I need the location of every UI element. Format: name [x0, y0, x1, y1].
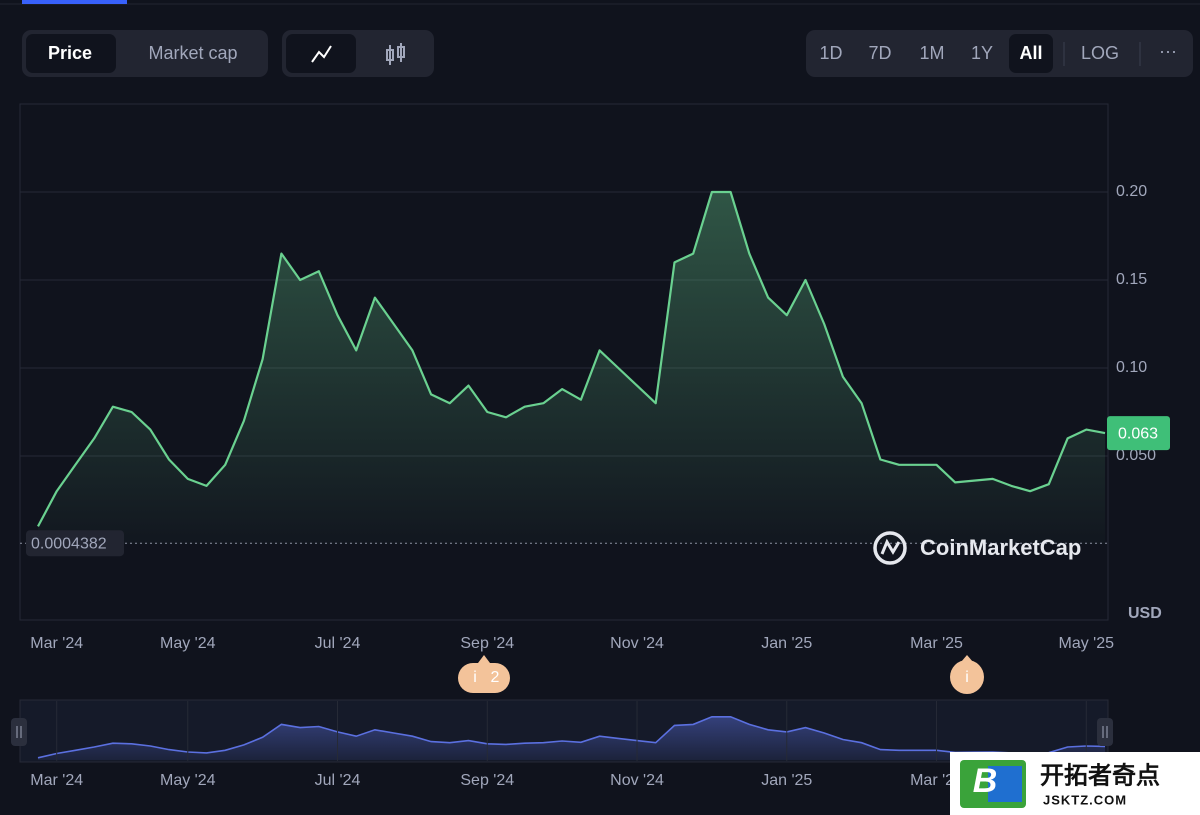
- navigator-x-label: Mar '24: [30, 772, 83, 789]
- more-button[interactable]: ···: [1159, 41, 1177, 61]
- y-tick-label: 0.15: [1116, 271, 1147, 288]
- plot: 0.050 0.10 0.15 0.20 Mar '24 May '24 Jul '24 Se…: [20, 183, 1170, 652]
- price-area: [38, 192, 1105, 544]
- event-icon: i: [473, 669, 477, 686]
- range-button[interactable]: All: [1019, 43, 1042, 63]
- logo-box-inner: [988, 766, 1022, 802]
- watermark-text: CoinMarketCap: [920, 535, 1081, 560]
- event-pointer: [961, 655, 973, 662]
- price-line: [37, 190, 1106, 527]
- tab[interactable]: Price: [48, 43, 92, 63]
- y-tick-label: 0.050: [1116, 447, 1156, 464]
- plot-frame: [19, 103, 1109, 621]
- currency: USD: [1128, 605, 1162, 622]
- range-selected[interactable]: [1009, 34, 1053, 73]
- x-tick-label: Mar '24: [30, 635, 83, 652]
- event-icon: i: [965, 669, 969, 686]
- x-tick-label: Mar '25: [910, 635, 963, 652]
- event-pointer: [478, 655, 490, 663]
- footer-logo: B 开拓者奇点 JSKTZ.COM: [950, 752, 1200, 815]
- current-price-label: 0.063: [1118, 425, 1158, 442]
- navigator-x-label: Mar '25: [910, 772, 963, 789]
- navigator-x-label: May '24: [160, 772, 216, 789]
- tab[interactable]: Market cap: [148, 43, 237, 63]
- range-button[interactable]: 1M: [919, 43, 944, 63]
- current-price-tag: [1107, 416, 1170, 451]
- logo-letter: B: [973, 762, 998, 800]
- x-tick-label: Jan '25: [761, 635, 812, 652]
- navigator-handle[interactable]: [1097, 718, 1113, 746]
- watermark: CoinMarketCap: [873, 531, 1081, 565]
- range-button[interactable]: 1D: [819, 43, 842, 63]
- low-label: 0.0004382: [31, 535, 107, 552]
- event-marker[interactable]: [950, 660, 984, 694]
- low-label-bg: [26, 530, 124, 557]
- x-tick-label: Sep '24: [460, 635, 514, 652]
- navigator-x-label: Nov '24: [610, 772, 664, 789]
- navigator-line: [37, 716, 1106, 759]
- logo-site: JSKTZ.COM: [1043, 792, 1127, 807]
- navigator-x-label: Jan '25: [761, 772, 812, 789]
- navigator-x-label: Sep '24: [460, 772, 514, 789]
- handle-grip: [1102, 726, 1108, 738]
- x-tick-label: May '24: [160, 635, 216, 652]
- logo-name: 开拓者奇点: [1040, 761, 1160, 789]
- log-button[interactable]: LOG: [1081, 43, 1119, 63]
- x-tick-label: May '25: [1059, 635, 1115, 652]
- candle-icon[interactable]: [386, 43, 405, 65]
- y-tick-label: 0.10: [1116, 359, 1147, 376]
- x-tick-label: Nov '24: [610, 635, 664, 652]
- navigator-handle[interactable]: [11, 718, 27, 746]
- event-count: 2: [491, 669, 500, 686]
- range-button[interactable]: 1Y: [971, 43, 993, 63]
- x-tick-label: Jul '24: [315, 635, 361, 652]
- range-group: [806, 30, 1193, 77]
- tab-selected[interactable]: [26, 34, 116, 73]
- tab-underline: [22, 0, 127, 4]
- y-tick-label: 0.20: [1116, 183, 1147, 200]
- range-button[interactable]: 7D: [868, 43, 891, 63]
- navigator-x-label: Jul '24: [315, 772, 361, 789]
- event-marker[interactable]: [458, 663, 510, 693]
- handle-grip: [16, 726, 22, 738]
- line-icon: [311, 45, 332, 63]
